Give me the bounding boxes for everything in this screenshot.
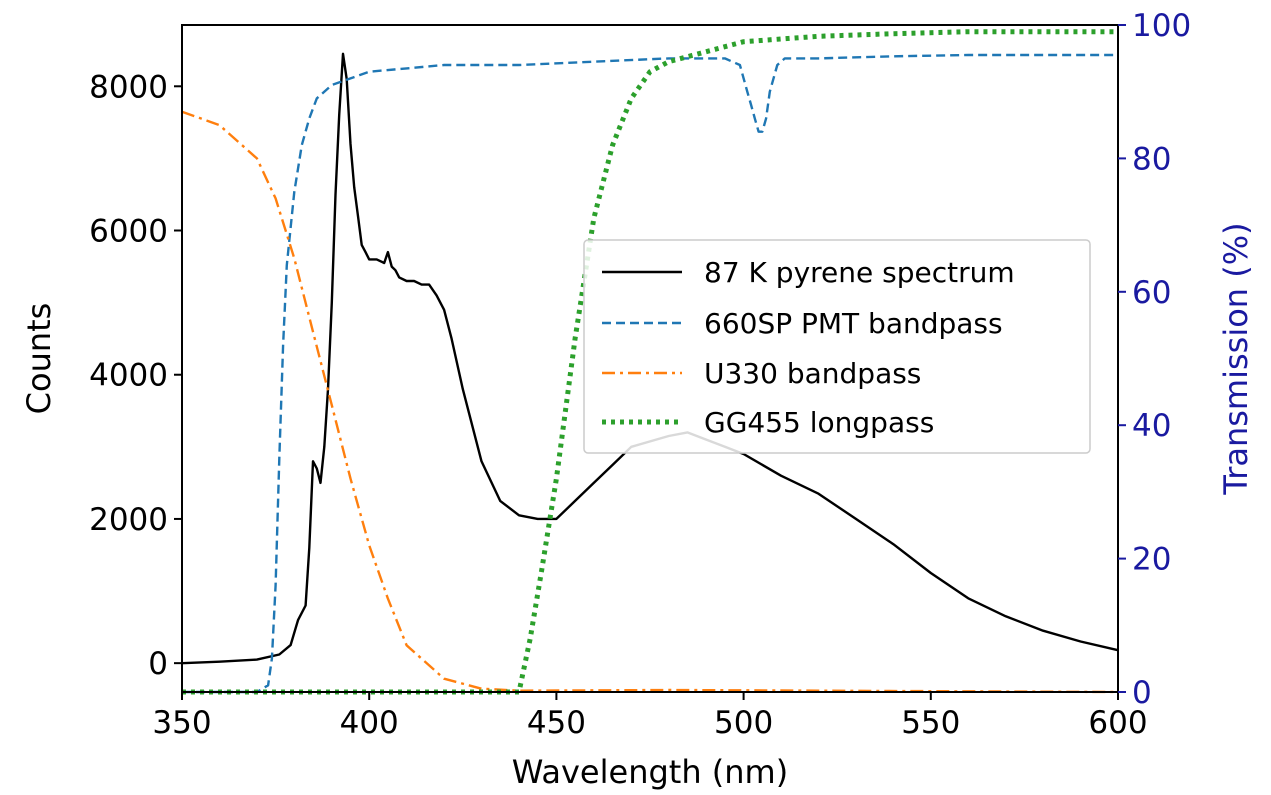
x-tick-label: 450 — [527, 705, 586, 741]
legend-box — [583, 239, 1091, 454]
legend-label-u330: U330 bandpass — [704, 357, 921, 390]
y2-tick-label: 40 — [1132, 408, 1171, 444]
legend: 87 K pyrene spectrum 660SP PMT bandpass … — [583, 239, 1091, 454]
y2-tick-label: 20 — [1132, 542, 1171, 578]
legend-label-pyrene: 87 K pyrene spectrum — [704, 256, 1015, 289]
legend-label-pmt: 660SP PMT bandpass — [704, 307, 1003, 340]
y-tick-label: 2000 — [89, 502, 168, 538]
x-tick-label: 350 — [152, 705, 211, 741]
y-tick-label: 4000 — [89, 358, 168, 394]
legend-label-gg455: GG455 longpass — [704, 406, 934, 439]
series-pmt — [182, 53, 1118, 694]
y2-axis-title: Transmission (%) — [1217, 222, 1255, 495]
series-gg455 — [182, 29, 1118, 695]
ticks-layer: 350 400 450 500 550 6000200040006000800002040… — [89, 8, 1191, 741]
y-tick-label: 8000 — [89, 69, 168, 105]
plot-frame — [181, 24, 1119, 693]
y2-tick-label: 80 — [1132, 141, 1171, 177]
y-axis-title: Counts — [20, 303, 58, 415]
y2-tick-label: 0 — [1132, 675, 1152, 711]
y-tick-label: 0 — [148, 646, 168, 682]
x-tick-label: 600 — [1088, 705, 1147, 741]
y2-tick-label: 60 — [1132, 275, 1171, 311]
x-tick-label: 550 — [901, 705, 960, 741]
y-tick-label: 6000 — [89, 214, 168, 250]
x-axis-title: Wavelength (nm) — [512, 753, 788, 791]
y2-tick-label: 100 — [1132, 8, 1191, 44]
x-tick-label: 400 — [340, 705, 399, 741]
x-tick-label: 500 — [714, 705, 773, 741]
